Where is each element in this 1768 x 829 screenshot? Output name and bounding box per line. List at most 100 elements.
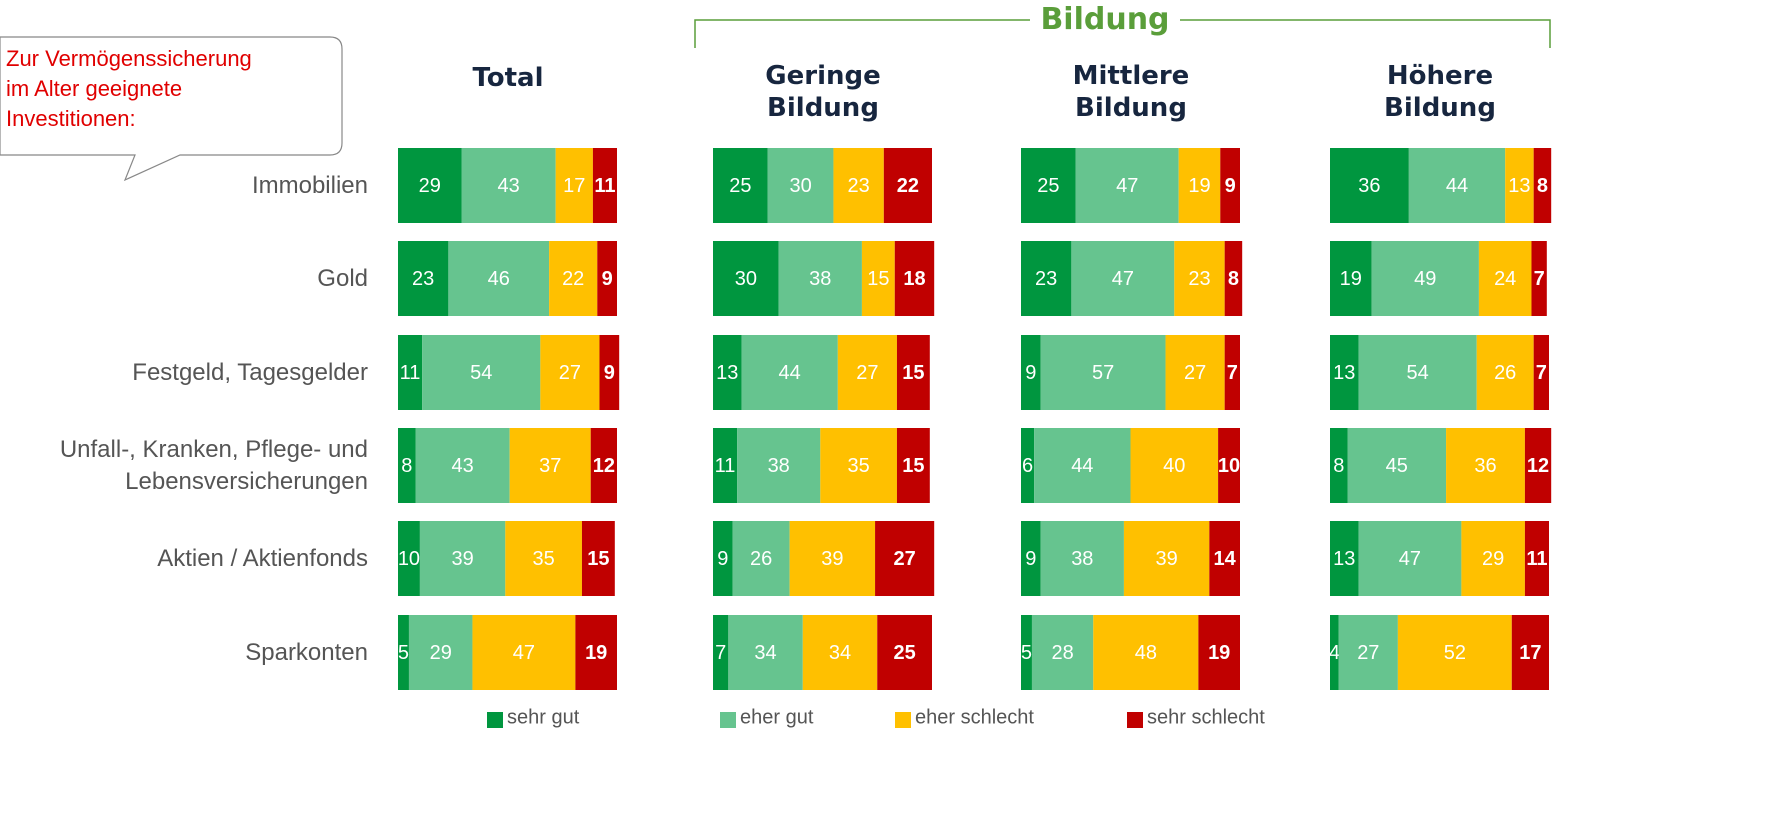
value-label: 13: [1333, 362, 1355, 384]
bar-segment: [1408, 148, 1506, 223]
bar-segment: [1093, 615, 1199, 690]
bar-segment: [1021, 335, 1041, 410]
value-label: 8: [1228, 268, 1239, 290]
bar-segment: [1075, 148, 1179, 223]
value-label: 15: [867, 268, 889, 290]
value-label: 57: [1092, 362, 1114, 384]
callout-box: [0, 36, 343, 182]
bar-segment: [1358, 521, 1462, 596]
panel-title: Geringe Bildung: [765, 61, 881, 123]
bar-segment: [1533, 148, 1552, 223]
value-label: 19: [1188, 175, 1210, 197]
bar-segment: [877, 615, 932, 690]
bar-segment: [1476, 335, 1534, 410]
value-label: 47: [1399, 548, 1421, 570]
value-label: 15: [902, 362, 924, 384]
value-label: 9: [604, 362, 615, 384]
value-label: 7: [1534, 268, 1545, 290]
value-label: 45: [1386, 455, 1408, 477]
bar-segment: [820, 428, 897, 503]
legend-label: sehr gut: [507, 706, 580, 728]
value-label: 7: [1227, 362, 1238, 384]
value-label: 35: [848, 455, 870, 477]
bar-segment: [1209, 521, 1240, 596]
value-label: 43: [497, 175, 519, 197]
value-label: 11: [715, 455, 736, 477]
value-label: 8: [1333, 455, 1344, 477]
legend-label: eher schlecht: [915, 706, 1034, 728]
bar-segment: [398, 428, 416, 503]
bar-segment: [1165, 335, 1225, 410]
bar-segment: [1034, 428, 1131, 503]
bar-segment: [1524, 428, 1552, 503]
bar-segment: [713, 428, 738, 503]
value-label: 54: [470, 362, 492, 384]
bar-segment: [1478, 241, 1532, 316]
bar-segment: [1031, 615, 1094, 690]
value-label: 47: [513, 642, 535, 664]
bar-segment: [581, 521, 615, 596]
bar-segment: [732, 521, 790, 596]
value-label: 44: [1071, 455, 1093, 477]
panel-title: Mittlere Bildung: [1072, 61, 1190, 123]
bar-segment: [1330, 615, 1339, 690]
bar-segment: [1123, 521, 1210, 596]
value-label: 15: [587, 548, 609, 570]
bar-segment: [540, 335, 600, 410]
bar-segment: [861, 241, 895, 316]
bar-segment: [713, 335, 742, 410]
value-label: 49: [1414, 268, 1436, 290]
value-label: 13: [1333, 548, 1355, 570]
bar-segment: [1524, 521, 1549, 596]
value-label: 29: [1482, 548, 1504, 570]
value-label: 10: [1218, 455, 1240, 477]
bar-segment: [1397, 615, 1512, 690]
legend-swatch: [487, 712, 503, 728]
value-label: 36: [1474, 455, 1496, 477]
bar-segment: [398, 148, 462, 223]
bar-segment: [1330, 335, 1359, 410]
value-label: 38: [809, 268, 831, 290]
value-label: 8: [401, 455, 412, 477]
bar-segment: [837, 335, 897, 410]
value-label: 11: [1526, 548, 1547, 570]
bar-segment: [713, 615, 729, 690]
bar-segment: [590, 428, 617, 503]
category-label: Aktien / Aktienfonds: [157, 544, 368, 572]
value-label: 18: [903, 268, 925, 290]
legend-label: sehr schlecht: [1147, 706, 1265, 728]
bar-segment: [1358, 335, 1477, 410]
value-label: 22: [562, 268, 584, 290]
category-label: Immobilien: [251, 171, 368, 199]
bar-segment: [549, 241, 598, 316]
value-label: 29: [430, 642, 452, 664]
value-label: 17: [1519, 642, 1541, 664]
bar-segment: [1040, 521, 1124, 596]
value-label: 39: [1156, 548, 1178, 570]
value-label: 34: [754, 642, 776, 664]
bar-segment: [472, 615, 576, 690]
bar-segment: [398, 241, 449, 316]
value-label: 19: [1340, 268, 1362, 290]
value-label: 17: [563, 175, 585, 197]
value-label: 37: [539, 455, 561, 477]
value-label: 24: [1494, 268, 1516, 290]
bar-segment: [599, 335, 620, 410]
bar-segment: [1330, 428, 1348, 503]
value-label: 7: [715, 642, 726, 664]
callout-line: im Alter geeignete: [6, 76, 183, 101]
value-label: 30: [789, 175, 811, 197]
value-label: 52: [1444, 642, 1466, 664]
value-label: 14: [1214, 548, 1237, 570]
bar-segment: [415, 428, 510, 503]
value-label: 12: [593, 455, 615, 477]
bar-segment: [802, 615, 878, 690]
bar-segment: [1178, 148, 1221, 223]
value-label: 13: [716, 362, 738, 384]
value-label: 13: [1508, 175, 1530, 197]
value-label: 25: [894, 642, 916, 664]
bar-segment: [1021, 241, 1072, 316]
category-label: Gold: [317, 264, 368, 292]
bar-segment: [1224, 335, 1240, 410]
